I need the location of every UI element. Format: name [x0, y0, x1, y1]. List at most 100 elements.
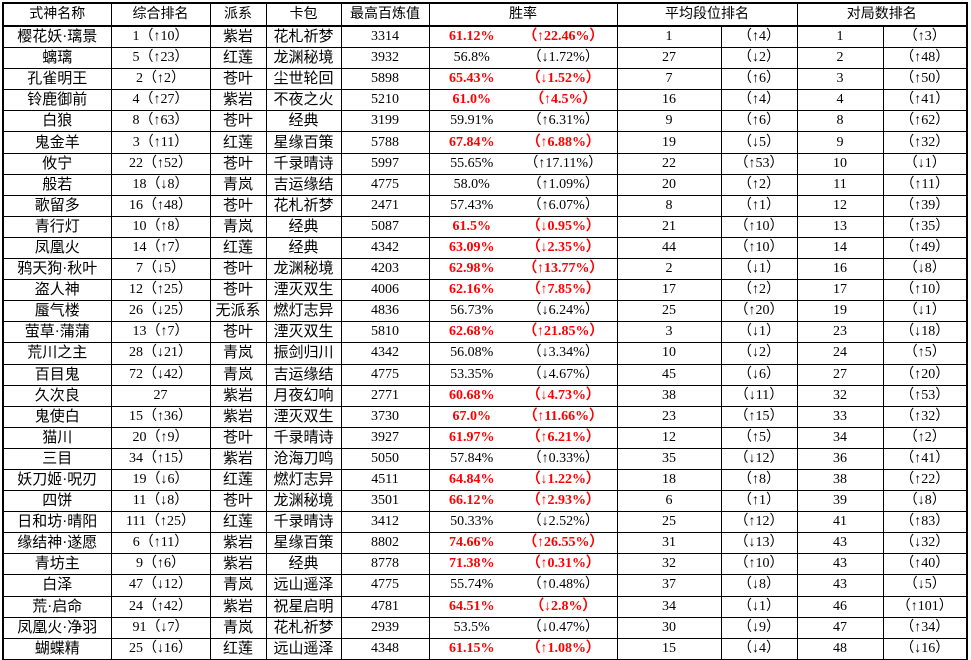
cell-faction: 紫岩: [209, 89, 267, 112]
win-rate-value: 62.16%: [449, 282, 495, 298]
cell-win-rate: 61.5% （↓0.95%）: [428, 215, 618, 238]
cell-max-bailian: 3314: [340, 25, 430, 49]
cell-games-rank-change: （↓1）: [882, 152, 968, 175]
cell-faction: 青岚: [209, 616, 267, 639]
win-rate-change: （↑0.48%）: [527, 577, 599, 593]
cell-avg-tier-rank-change: （↑2）: [720, 173, 798, 196]
win-rate-change: （↑26.55%）: [523, 535, 604, 551]
cell-avg-tier-rank-change: （↑4）: [720, 25, 798, 49]
cell-card-pack: 龙渊秘境: [265, 490, 342, 513]
cell-card-pack: 星缘百策: [265, 532, 342, 555]
cell-faction: 紫岩: [209, 532, 267, 555]
cell-shikigami-name: 铃鹿御前: [2, 89, 112, 112]
cell-shikigami-name: 攸宁: [2, 152, 112, 175]
cell-overall-rank: 34（↑15）: [110, 447, 211, 470]
cell-avg-tier-rank: 8: [616, 194, 722, 217]
cell-shikigami-name: 鬼使白: [2, 405, 112, 428]
win-rate-value: 56.08%: [450, 345, 494, 361]
cell-win-rate: 55.74% （↑0.48%）: [428, 574, 618, 597]
win-rate-change: （↑17.11%）: [524, 155, 603, 171]
cell-games-rank: 14: [796, 236, 884, 260]
cell-games-rank: 2: [796, 47, 884, 70]
cell-win-rate: 57.84% （↑0.33%）: [428, 447, 618, 470]
win-rate-wrap: 61.12% （↑22.46%）: [432, 27, 615, 47]
cell-avg-tier-rank: 1: [616, 25, 722, 49]
cell-games-rank-change: （↑49）: [882, 236, 968, 260]
table-row: 猫川 20（↑9） 苍叶 千录晴诗 3927 61.97% （↑6.21%） 1…: [2, 426, 968, 449]
cell-win-rate: 65.43% （↓1.52%）: [428, 68, 618, 91]
cell-games-rank-change: （↑39）: [882, 194, 968, 217]
cell-avg-tier-rank-change: （↑10）: [720, 236, 798, 260]
cell-max-bailian: 4203: [340, 258, 430, 281]
cell-games-rank-change: （↑101）: [882, 595, 968, 618]
table-row: 荒·启命 24（↑42） 紫岩 祝星启明 4781 64.51% （↓2.8%）…: [2, 595, 968, 618]
cell-card-pack: 经典: [265, 236, 342, 260]
cell-win-rate: 56.73% （↓6.24%）: [428, 300, 618, 323]
cell-faction: 苍叶: [209, 110, 267, 133]
cell-games-rank-change: （↓18）: [882, 321, 968, 344]
win-rate-wrap: 62.98% （↑13.77%）: [432, 260, 615, 279]
cell-avg-tier-rank-change: （↓11）: [720, 384, 798, 407]
cell-avg-tier-rank-change: （↓12）: [720, 447, 798, 470]
cell-overall-rank: 24（↑42）: [110, 595, 211, 618]
cell-shikigami-name: 凤凰火·净羽: [2, 616, 112, 639]
cell-games-rank-change: （↓16）: [882, 637, 968, 660]
cell-faction: 红莲: [209, 468, 267, 492]
header-row: 式神名称 综合排名 派系 卡包 最高百炼值 胜率 平均段位排名 对局数排名: [2, 2, 968, 27]
cell-win-rate: 56.8% （↓1.72%）: [428, 47, 618, 70]
cell-avg-tier-rank: 32: [616, 553, 722, 576]
win-rate-wrap: 66.12% （↑2.93%）: [432, 492, 615, 511]
cell-win-rate: 64.84% （↓1.22%）: [428, 468, 618, 492]
cell-faction: 青岚: [209, 173, 267, 196]
win-rate-wrap: 64.51% （↓2.8%）: [432, 597, 615, 616]
cell-overall-rank: 4（↑27）: [110, 89, 211, 112]
cell-win-rate: 64.51% （↓2.8%）: [428, 595, 618, 618]
cell-games-rank-change: （↑53）: [882, 384, 968, 407]
header-max-bailian: 最高百炼值: [340, 2, 430, 27]
cell-shikigami-name: 凤凰火: [2, 236, 112, 260]
cell-avg-tier-rank-change: （↑1）: [720, 490, 798, 513]
cell-avg-tier-rank: 17: [616, 279, 722, 302]
win-rate-change: （↓1.52%）: [526, 71, 601, 87]
win-rate-wrap: 61.97% （↑6.21%）: [432, 428, 615, 447]
cell-max-bailian: 5788: [340, 131, 430, 154]
cell-avg-tier-rank-change: （↓13）: [720, 532, 798, 555]
cell-win-rate: 66.12% （↑2.93%）: [428, 490, 618, 513]
cell-avg-tier-rank-change: （↑10）: [720, 215, 798, 238]
win-rate-wrap: 56.08% （↓3.34%）: [432, 344, 615, 363]
header-faction: 派系: [209, 2, 267, 27]
table-row: 鸦天狗·秋叶 7（↓5） 苍叶 龙渊秘境 4203 62.98% （↑13.77…: [2, 258, 968, 281]
cell-card-pack: 吉运缘结: [265, 363, 342, 386]
cell-faction: 紫岩: [209, 553, 267, 576]
cell-shikigami-name: 荒·启命: [2, 595, 112, 618]
cell-avg-tier-rank: 37: [616, 574, 722, 597]
table-row: 孔雀明王 2（↑2） 苍叶 尘世轮回 5898 65.43% （↓1.52%） …: [2, 68, 968, 91]
cell-shikigami-name: 缘结神·遂愿: [2, 532, 112, 555]
win-rate-wrap: 59.91% （↑6.31%）: [432, 112, 615, 131]
cell-faction: 苍叶: [209, 321, 267, 344]
cell-games-rank: 34: [796, 426, 884, 449]
cell-avg-tier-rank: 12: [616, 426, 722, 449]
win-rate-change: （↓1.22%）: [526, 472, 601, 488]
cell-overall-rank: 1（↑10）: [110, 25, 211, 49]
win-rate-change: （↓2.35%）: [526, 239, 601, 255]
cell-card-pack: 千录晴诗: [265, 152, 342, 175]
cell-win-rate: 61.15% （↑1.08%）: [428, 637, 618, 660]
cell-shikigami-name: 猫川: [2, 426, 112, 449]
cell-max-bailian: 2771: [340, 384, 430, 407]
cell-avg-tier-rank: 20: [616, 173, 722, 196]
header-win-rate: 胜率: [428, 2, 618, 27]
cell-win-rate: 61.0% （↑4.5%）: [428, 89, 618, 112]
cell-avg-tier-rank: 30: [616, 616, 722, 639]
win-rate-wrap: 61.5% （↓0.95%）: [432, 217, 615, 236]
header-overall-rank: 综合排名: [110, 2, 211, 27]
table-row: 荒川之主 28（↓21） 青岚 振剑归川 4342 56.08% （↓3.34%…: [2, 342, 968, 365]
cell-shikigami-name: 青行灯: [2, 215, 112, 238]
cell-win-rate: 71.38% （↑0.31%）: [428, 553, 618, 576]
cell-shikigami-name: 三目: [2, 447, 112, 470]
cell-avg-tier-rank-change: （↑12）: [720, 511, 798, 534]
cell-card-pack: 龙渊秘境: [265, 258, 342, 281]
cell-card-pack: 花札祈梦: [265, 616, 342, 639]
win-rate-change: （↑4.5%）: [530, 92, 597, 108]
